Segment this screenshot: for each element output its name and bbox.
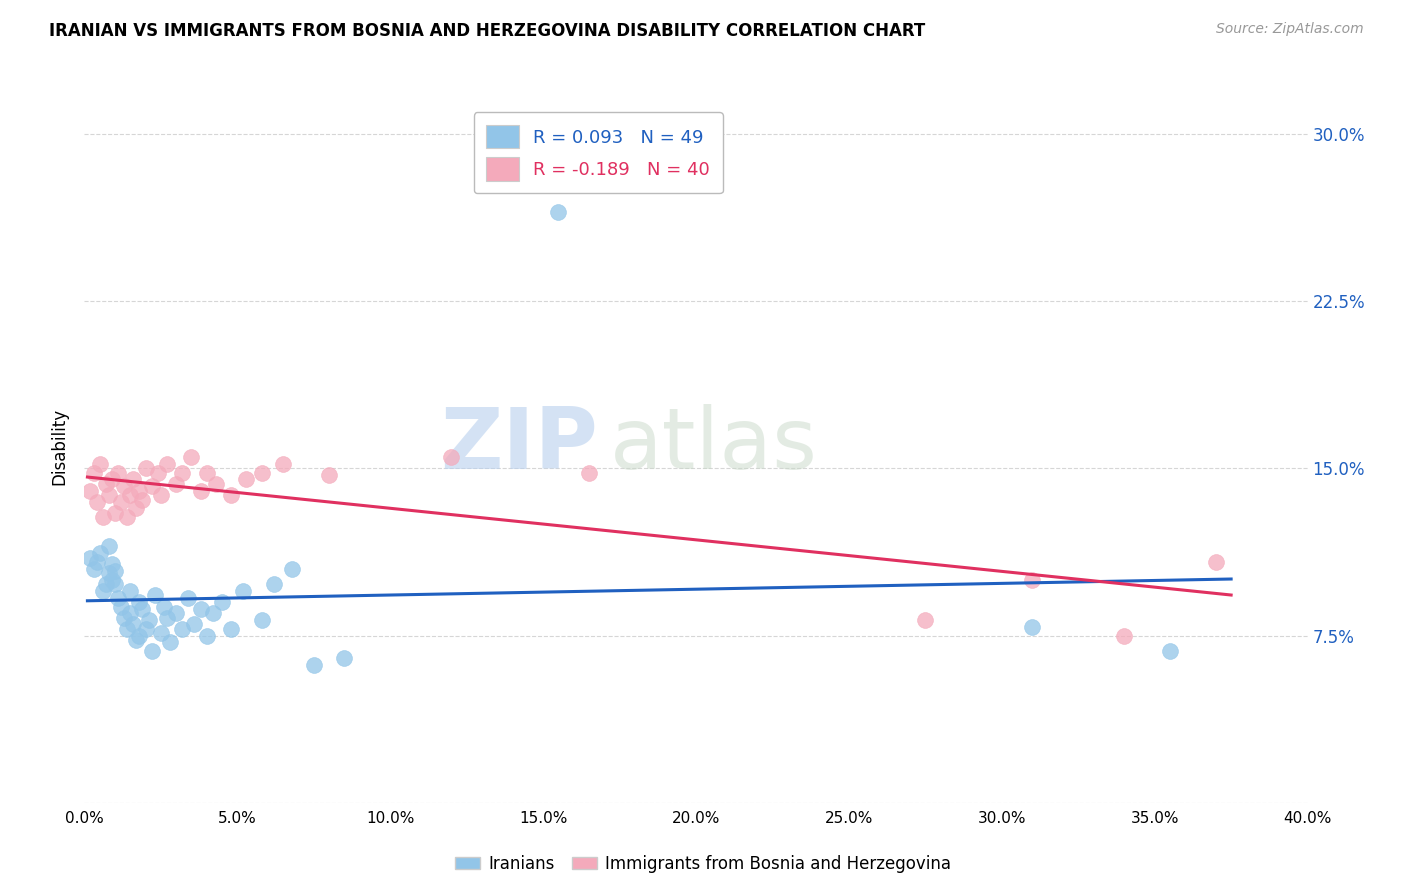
Point — [333, 651, 356, 665]
Point — [219, 488, 242, 502]
Point — [79, 550, 101, 565]
Point — [122, 473, 145, 487]
Point — [128, 628, 150, 642]
Point — [211, 595, 233, 609]
Point — [141, 479, 163, 493]
Point — [180, 450, 202, 464]
Point — [120, 583, 142, 598]
Point — [547, 204, 569, 219]
Point — [135, 461, 157, 475]
Point — [115, 510, 138, 524]
Text: Source: ZipAtlas.com: Source: ZipAtlas.com — [1216, 22, 1364, 37]
Legend: R = 0.093   N = 49, R = -0.189   N = 40: R = 0.093 N = 49, R = -0.189 N = 40 — [474, 112, 723, 194]
Point — [86, 494, 108, 508]
Point — [143, 589, 166, 603]
Point — [1021, 619, 1043, 633]
Point — [156, 457, 179, 471]
Point — [91, 583, 114, 598]
Point — [190, 483, 212, 498]
Point — [91, 510, 114, 524]
Point — [104, 577, 127, 591]
Point — [205, 476, 228, 491]
Text: ZIP: ZIP — [440, 404, 598, 488]
Point — [128, 483, 150, 498]
Point — [83, 466, 105, 480]
Point — [141, 644, 163, 658]
Point — [263, 577, 285, 591]
Point — [1114, 628, 1136, 642]
Point — [1205, 555, 1227, 569]
Point — [104, 506, 127, 520]
Point — [101, 557, 124, 572]
Text: IRANIAN VS IMMIGRANTS FROM BOSNIA AND HERZEGOVINA DISABILITY CORRELATION CHART: IRANIAN VS IMMIGRANTS FROM BOSNIA AND HE… — [49, 22, 925, 40]
Point — [219, 622, 242, 636]
Point — [97, 488, 120, 502]
Point — [128, 595, 150, 609]
Point — [120, 607, 142, 621]
Point — [578, 466, 600, 480]
Legend: Iranians, Immigrants from Bosnia and Herzegovina: Iranians, Immigrants from Bosnia and Her… — [449, 848, 957, 880]
Point — [1159, 644, 1181, 658]
Point — [153, 599, 176, 614]
Point — [165, 607, 187, 621]
Point — [135, 622, 157, 636]
Point — [156, 610, 179, 624]
Point — [97, 566, 120, 581]
Point — [110, 599, 132, 614]
Point — [201, 607, 224, 621]
Point — [195, 466, 218, 480]
Point — [172, 466, 194, 480]
Point — [131, 492, 153, 507]
Point — [110, 494, 132, 508]
Point — [914, 613, 936, 627]
Point — [149, 488, 172, 502]
Point — [89, 457, 111, 471]
Point — [318, 467, 340, 482]
Point — [125, 501, 148, 516]
Point — [165, 476, 187, 491]
Point — [146, 466, 169, 480]
Point — [138, 613, 160, 627]
Point — [250, 466, 273, 480]
Point — [122, 617, 145, 632]
Point — [101, 473, 124, 487]
Point — [440, 450, 463, 464]
Point — [190, 602, 212, 616]
Point — [271, 457, 294, 471]
Point — [115, 622, 138, 636]
Point — [232, 583, 254, 598]
Point — [1021, 573, 1043, 587]
Point — [101, 573, 124, 587]
Point — [195, 628, 218, 642]
Point — [235, 473, 257, 487]
Point — [177, 591, 200, 605]
Point — [112, 610, 135, 624]
Y-axis label: Disability: Disability — [51, 408, 69, 484]
Point — [107, 591, 129, 605]
Point — [83, 562, 105, 576]
Point — [107, 466, 129, 480]
Point — [302, 657, 325, 672]
Point — [183, 617, 205, 632]
Point — [281, 562, 304, 576]
Point — [112, 479, 135, 493]
Point — [79, 483, 101, 498]
Point — [89, 546, 111, 560]
Point — [149, 626, 172, 640]
Text: atlas: atlas — [610, 404, 818, 488]
Point — [97, 539, 120, 553]
Point — [94, 476, 117, 491]
Point — [159, 635, 181, 649]
Point — [104, 564, 127, 578]
Point — [94, 577, 117, 591]
Point — [172, 622, 194, 636]
Point — [86, 555, 108, 569]
Point — [125, 633, 148, 648]
Point — [120, 488, 142, 502]
Point — [250, 613, 273, 627]
Point — [131, 602, 153, 616]
